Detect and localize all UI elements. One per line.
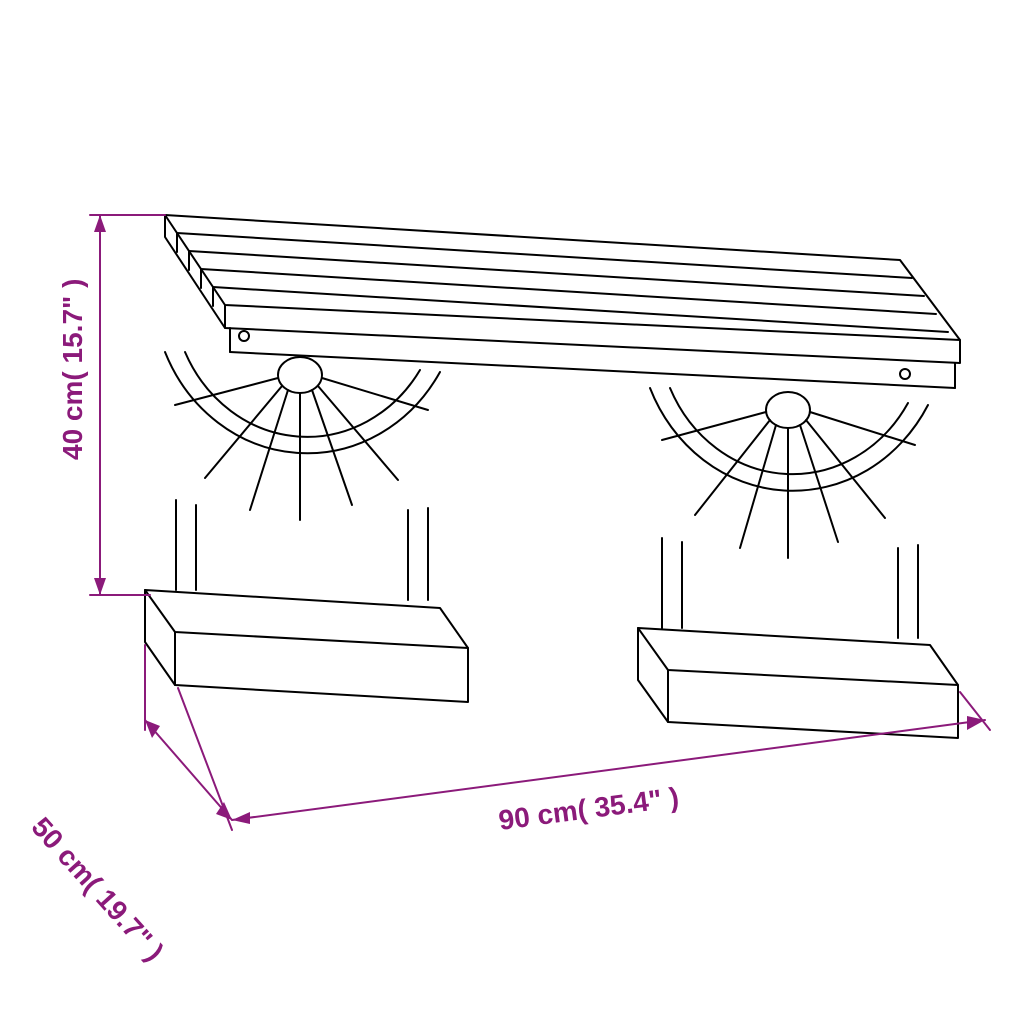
- dim-depth-label: 50 cm( 19.7" ): [26, 811, 170, 967]
- dim-height-label: 40 cm( 15.7" ): [57, 279, 88, 460]
- bench-drawing: [145, 215, 960, 738]
- dim-width: 90 cm( 35.4" ): [232, 692, 990, 836]
- dim-height: 40 cm( 15.7" ): [57, 215, 165, 595]
- wheel-left: [165, 352, 440, 600]
- foot-right: [638, 628, 958, 738]
- dim-depth: 50 cm( 19.7" ): [26, 645, 232, 967]
- foot-left: [145, 590, 468, 702]
- dimension-diagram: 40 cm( 15.7" ) 50 cm( 19.7" ) 90 cm( 35.…: [0, 0, 1024, 1024]
- wheel-right: [650, 388, 928, 638]
- dim-width-label: 90 cm( 35.4" ): [497, 782, 681, 836]
